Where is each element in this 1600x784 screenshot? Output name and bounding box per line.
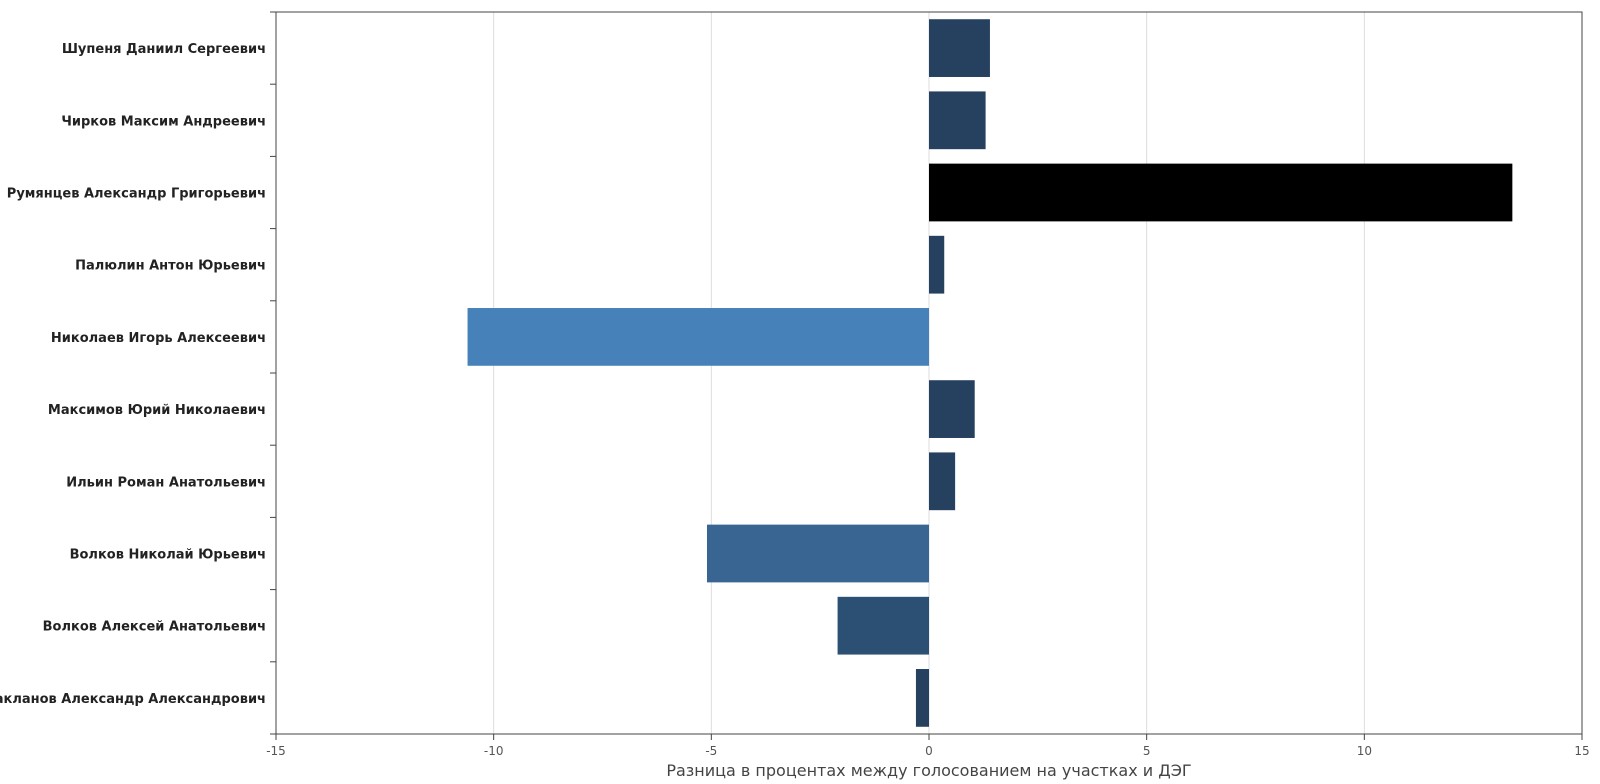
category-label: Волков Николай Юрьевич bbox=[70, 548, 266, 563]
category-label: Палюлин Антон Юрьевич bbox=[75, 259, 266, 274]
bar bbox=[837, 596, 929, 655]
bar bbox=[915, 669, 929, 727]
label-layer: -15 -10 -5 0 5 10 15 Шупеня Даниил Сергеевич Чир… bbox=[0, 42, 1590, 758]
category-label: Ильин Роман Анатольевич bbox=[66, 475, 266, 490]
bar bbox=[929, 235, 945, 294]
category-label: Румянцев Александр Григорьевич bbox=[7, 187, 266, 202]
x-tick-label: 15 bbox=[1574, 744, 1589, 758]
bar bbox=[467, 308, 929, 366]
axis-layer bbox=[270, 11, 1583, 740]
x-tick-label: 0 bbox=[925, 744, 933, 758]
x-tick-label: -15 bbox=[266, 744, 286, 758]
x-tick-label: 10 bbox=[1357, 744, 1372, 758]
x-tick-label: 5 bbox=[1143, 744, 1151, 758]
x-tick-label: -10 bbox=[484, 744, 504, 758]
category-label: Шупеня Даниил Сергеевич bbox=[62, 42, 266, 57]
bar bbox=[929, 91, 986, 150]
category-label: Бакланов Александр Александрович bbox=[0, 692, 266, 707]
category-label: Николаев Игорь Алексеевич bbox=[51, 331, 266, 346]
bar bbox=[706, 524, 929, 583]
bar bbox=[929, 163, 1513, 222]
bar bbox=[929, 380, 975, 438]
category-label: Максимов Юрий Николаевич bbox=[48, 403, 266, 418]
bar bbox=[929, 452, 956, 511]
x-axis-title: Разница в процентах между голосованием н… bbox=[666, 761, 1191, 780]
category-label: Волков Алексей Анатольевич bbox=[43, 620, 266, 635]
x-tick-label: -5 bbox=[705, 744, 717, 758]
bar-layer bbox=[467, 19, 1513, 727]
bar bbox=[929, 19, 990, 77]
category-label: Чирков Максим Андреевич bbox=[61, 114, 266, 129]
